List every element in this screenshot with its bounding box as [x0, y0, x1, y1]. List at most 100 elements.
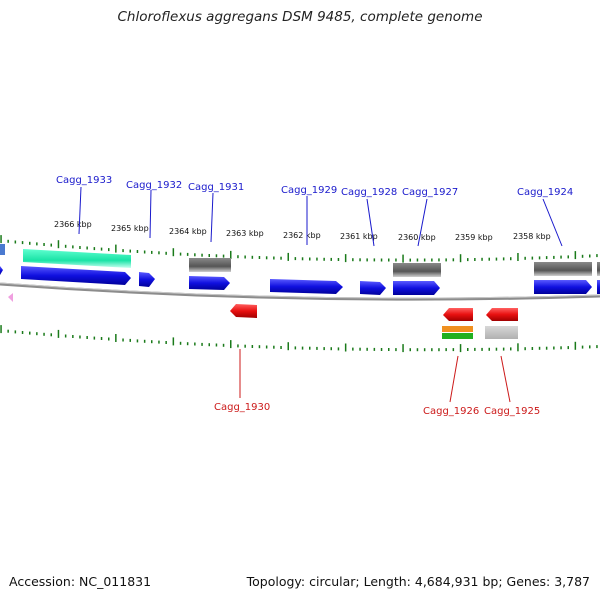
scale-tick [21, 241, 24, 245]
scale-tick [122, 338, 124, 342]
scale-tick [474, 347, 476, 351]
scale-tick [50, 243, 52, 247]
scale-tick [251, 255, 254, 259]
feature-partial-left[interactable] [0, 244, 5, 255]
scale-tick [481, 257, 483, 261]
feature-gray-1931[interactable] [189, 258, 231, 272]
cds-cagg-1930[interactable] [230, 304, 257, 318]
cds-cagg-1927[interactable] [393, 281, 440, 295]
feature-orange[interactable] [442, 326, 473, 332]
gene-label-cagg-1932[interactable]: Cagg_1932 [126, 180, 182, 191]
scale-tick [7, 239, 9, 243]
scale-tick [423, 348, 426, 352]
gene-label-cagg-1931[interactable]: Cagg_1931 [188, 182, 244, 193]
scale-tick [122, 249, 124, 253]
scale-tick [517, 343, 519, 352]
scale-tick [151, 250, 153, 254]
scale-tick [230, 250, 232, 259]
scale-tick [416, 258, 419, 262]
scale-tick [366, 258, 368, 262]
scale-tick [495, 257, 498, 261]
cds-cagg-1933[interactable] [21, 266, 131, 285]
rrna-feature[interactable] [23, 249, 131, 268]
scale-tick [337, 347, 340, 351]
scale-tick [431, 258, 433, 262]
scale-tick [115, 334, 117, 342]
scale-tick [337, 258, 340, 261]
scale-tick [330, 347, 332, 351]
cds-cagg-1924[interactable] [534, 280, 592, 294]
scale-tick [423, 258, 426, 262]
scale-tick [553, 346, 555, 350]
scale-tick [0, 325, 2, 334]
scale-tick [380, 348, 383, 351]
gene-label-cagg-1928[interactable]: Cagg_1928 [341, 187, 397, 198]
gene-label-cagg-1930[interactable]: Cagg_1930 [214, 402, 270, 413]
scale-tick [100, 247, 103, 251]
scale-tick [294, 346, 297, 350]
scale-tick [359, 347, 361, 351]
scale-tick [7, 329, 9, 333]
cds-cagg-1926[interactable] [443, 308, 473, 321]
scale-label: 2358 kbp [513, 232, 551, 241]
cds-forward-edge[interactable] [597, 280, 600, 294]
scale-tick [194, 253, 196, 257]
gene-label-cagg-1924[interactable]: Cagg_1924 [517, 187, 573, 198]
scale-tick [57, 240, 60, 249]
cds-cagg-1929[interactable] [270, 279, 343, 294]
gene-label-cagg-1925[interactable]: Cagg_1925 [484, 406, 540, 417]
scale-tick [301, 346, 304, 350]
scale-tick [352, 258, 354, 262]
scale-tick [86, 336, 88, 339]
scale-tick [567, 255, 569, 259]
scale-tick [323, 347, 325, 351]
map-title: Chloroflexus aggregans DSM 9485, complet… [117, 9, 483, 25]
scale-tick [531, 347, 534, 350]
scale-tick [172, 248, 175, 257]
scale-label: 2360 kbp [398, 233, 436, 242]
gene-label-cagg-1926[interactable]: Cagg_1926 [423, 406, 479, 417]
scale-tick [445, 348, 447, 352]
scale-tick [194, 342, 196, 346]
gene-label-cagg-1929[interactable]: Cagg_1929 [281, 185, 337, 196]
scale-tick [186, 342, 189, 346]
scale-label: 2366 kbp [54, 220, 92, 229]
feature-pink-partial[interactable] [8, 293, 13, 302]
gene-label-cagg-1933[interactable]: Cagg_1933 [56, 175, 112, 186]
cds-cagg-1928[interactable] [360, 281, 386, 295]
scale-tick [172, 337, 175, 346]
scale-tick [524, 347, 526, 351]
scale-tick [230, 340, 232, 349]
scale-tick [366, 347, 368, 351]
feature-green[interactable] [442, 333, 473, 339]
scale-tick [467, 258, 469, 262]
scale-tick [309, 346, 311, 350]
scale-tick [108, 248, 110, 252]
cds-forward-partial[interactable] [0, 266, 3, 275]
scale-label: 2362 kbp [283, 231, 321, 240]
scale-tick [222, 343, 225, 347]
feature-gray-1924[interactable] [534, 262, 592, 276]
forward-scale-ticks [0, 235, 598, 263]
cds-cagg-1931[interactable] [189, 276, 230, 290]
scale-tick [467, 348, 469, 351]
scale-tick [64, 334, 67, 338]
cds-cagg-1932[interactable] [139, 272, 155, 287]
scale-tick [452, 348, 455, 352]
scale-tick [359, 258, 361, 262]
genome-summary: Topology: circular; Length: 4,684,931 bp… [246, 574, 590, 589]
cds-cagg-1925[interactable] [486, 308, 518, 321]
scale-tick [108, 337, 110, 341]
scale-tick [36, 332, 38, 336]
scale-tick [186, 252, 189, 256]
gene-label-cagg-1927[interactable]: Cagg_1927 [402, 187, 458, 198]
scale-tick [64, 244, 67, 248]
feature-gray-edge[interactable] [597, 262, 600, 276]
scale-tick [502, 257, 505, 261]
feature-lightgray[interactable] [485, 326, 518, 339]
scale-tick [560, 346, 562, 350]
scale-tick [179, 252, 182, 256]
feature-gray-1927[interactable] [393, 263, 441, 277]
scale-tick [273, 256, 275, 260]
